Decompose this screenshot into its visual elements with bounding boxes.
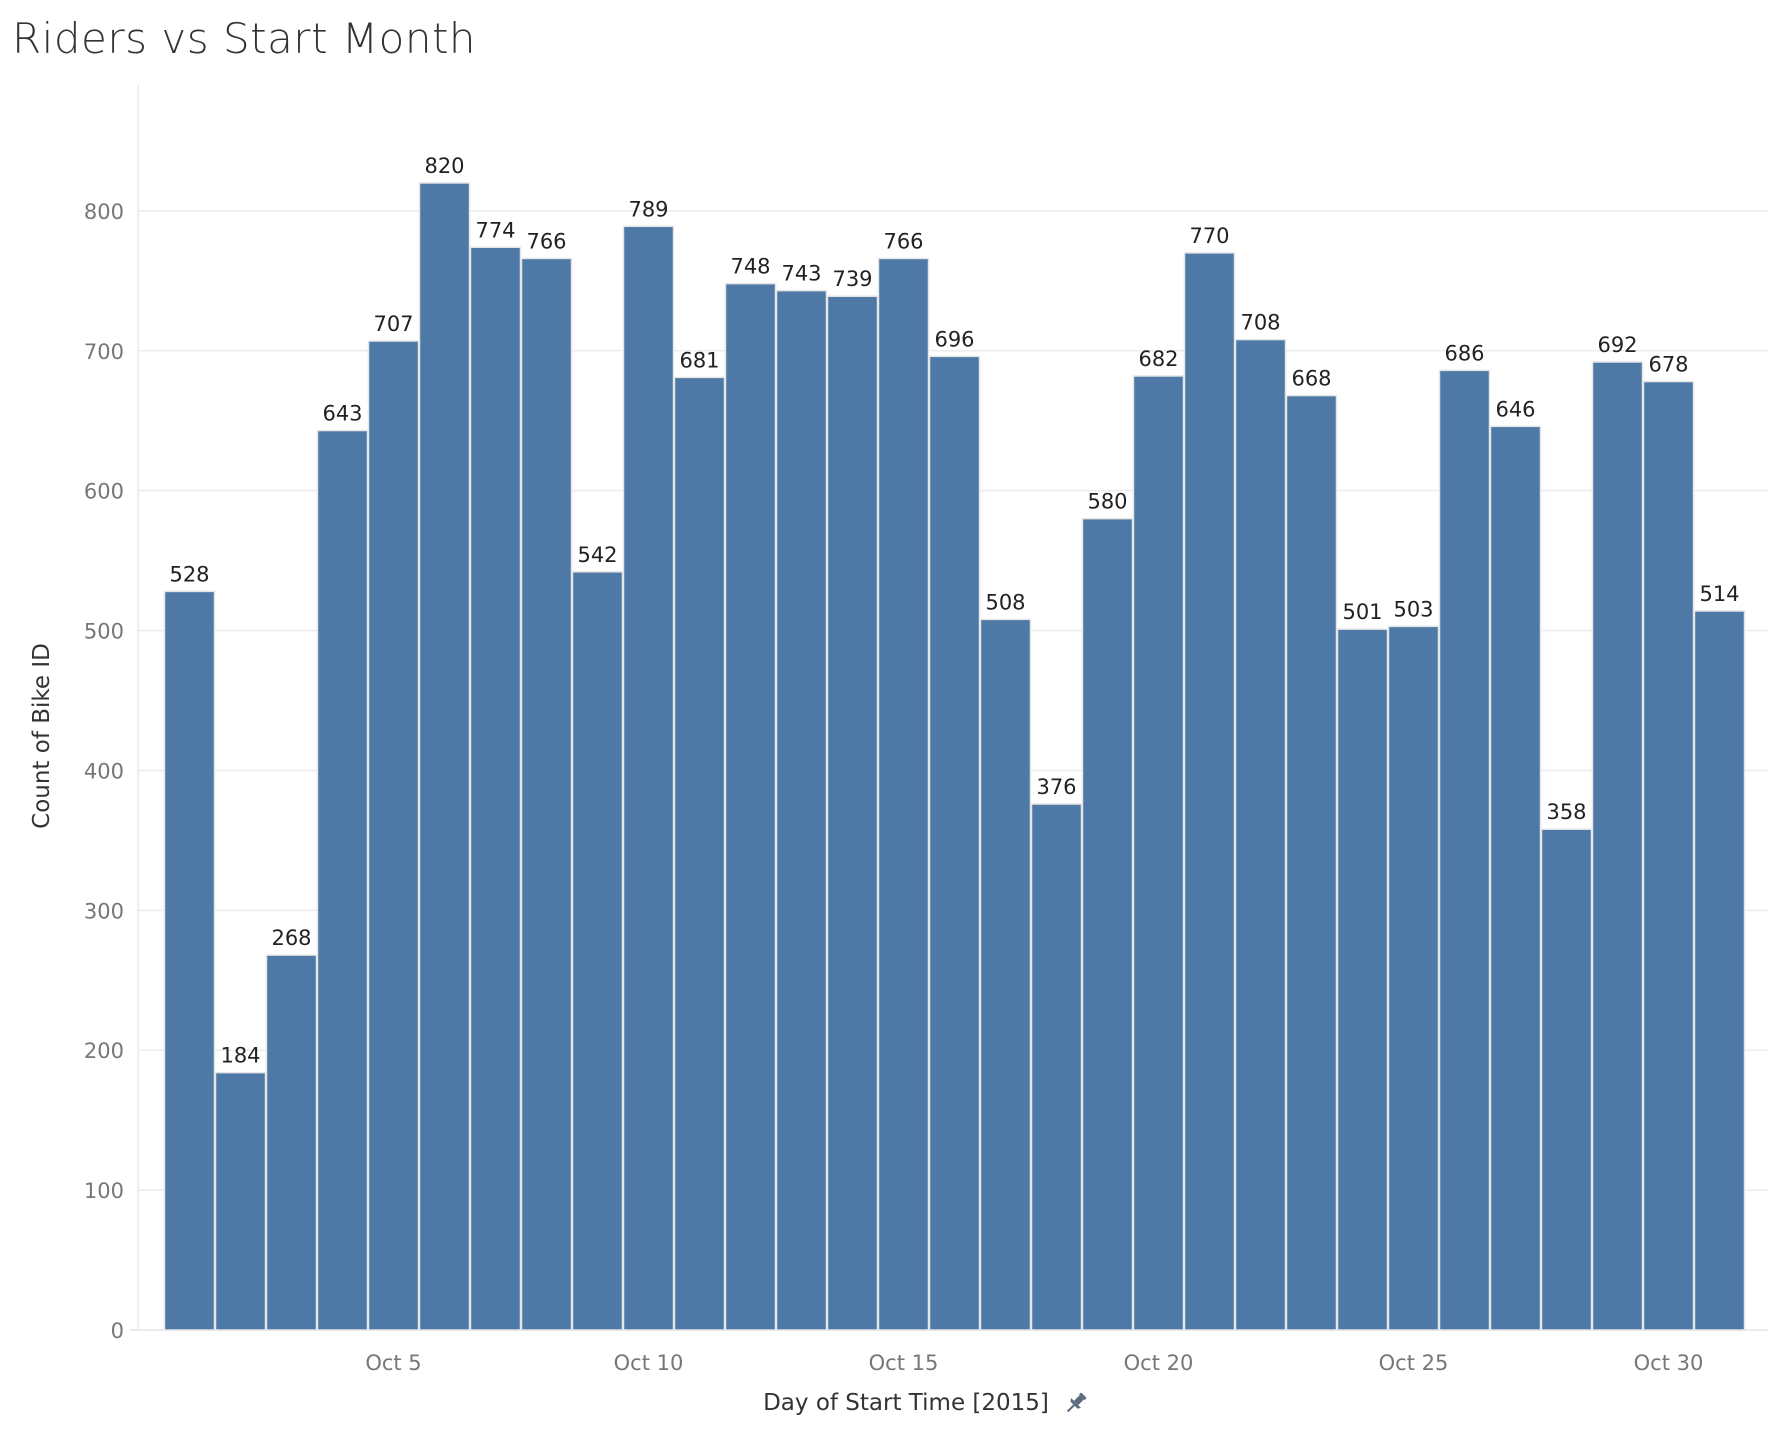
data-label: 184 xyxy=(220,1044,260,1068)
data-label: 668 xyxy=(1291,367,1331,391)
bar[interactable] xyxy=(163,590,216,1331)
data-label: 770 xyxy=(1189,224,1229,248)
data-label: 358 xyxy=(1546,800,1586,824)
data-label: 696 xyxy=(934,327,974,351)
data-label: 580 xyxy=(1087,490,1127,514)
bar[interactable] xyxy=(1183,252,1236,1331)
data-label: 643 xyxy=(322,402,362,426)
data-labels: 528 184 268 643 707 820 774 766 542 789 681 748 743 7… xyxy=(169,154,1739,1068)
y-tick-label: 200 xyxy=(84,1039,124,1063)
data-label: 774 xyxy=(475,218,515,242)
bar[interactable] xyxy=(1438,369,1491,1331)
y-tick-label: 600 xyxy=(84,480,124,504)
bar[interactable] xyxy=(1387,625,1440,1331)
bar[interactable] xyxy=(1489,425,1542,1331)
bar[interactable] xyxy=(928,355,981,1331)
bar[interactable] xyxy=(1285,394,1338,1331)
data-label: 376 xyxy=(1036,775,1076,799)
bar[interactable] xyxy=(877,257,930,1331)
data-label: 503 xyxy=(1393,597,1433,621)
x-tick-label: Oct 5 xyxy=(365,1351,421,1375)
bar[interactable] xyxy=(520,257,573,1331)
x-tick-labels: Oct 5 Oct 10 Oct 15 Oct 20 Oct 25 Oct 30 xyxy=(365,1351,1703,1375)
bar[interactable] xyxy=(1540,828,1593,1331)
bar[interactable] xyxy=(1030,803,1083,1331)
x-tick-label: Oct 25 xyxy=(1379,1351,1449,1375)
data-label: 508 xyxy=(985,590,1025,614)
bar[interactable] xyxy=(979,618,1032,1331)
data-label: 681 xyxy=(679,348,719,372)
data-label: 678 xyxy=(1648,353,1688,377)
data-label: 707 xyxy=(373,312,413,336)
bar[interactable] xyxy=(724,282,777,1331)
bar[interactable] xyxy=(775,289,828,1331)
y-tick-label: 700 xyxy=(84,340,124,364)
x-tick-label: Oct 15 xyxy=(869,1351,939,1375)
bar[interactable] xyxy=(1081,517,1134,1331)
bar[interactable] xyxy=(622,225,675,1331)
bar[interactable] xyxy=(826,295,879,1331)
x-axis-title-group: Day of Start Time [2015] xyxy=(763,1390,1089,1416)
data-label: 528 xyxy=(169,562,209,586)
bar[interactable] xyxy=(316,429,369,1331)
data-label: 686 xyxy=(1444,341,1484,365)
data-label: 542 xyxy=(577,543,617,567)
bar[interactable] xyxy=(265,954,318,1331)
data-label: 268 xyxy=(271,926,311,950)
x-axis-title: Day of Start Time [2015] xyxy=(763,1390,1049,1416)
x-tick-label: Oct 30 xyxy=(1634,1351,1704,1375)
data-label: 748 xyxy=(730,255,770,279)
y-tick-labels: 0 100 200 300 400 500 600 700 800 xyxy=(84,200,124,1343)
bar[interactable] xyxy=(1132,375,1185,1331)
bar[interactable] xyxy=(1693,610,1746,1331)
chart-title: Riders vs Start Month xyxy=(12,14,477,63)
bar[interactable] xyxy=(673,376,726,1331)
data-label: 766 xyxy=(526,229,566,253)
y-tick-label: 300 xyxy=(84,899,124,923)
x-tick-label: Oct 10 xyxy=(614,1351,684,1375)
y-tick-label: 800 xyxy=(84,200,124,224)
data-label: 820 xyxy=(424,154,464,178)
bar[interactable] xyxy=(418,182,471,1331)
y-tick-label: 500 xyxy=(84,620,124,644)
data-label: 708 xyxy=(1240,311,1280,335)
bars xyxy=(163,182,1746,1331)
bar[interactable] xyxy=(367,340,420,1331)
data-label: 501 xyxy=(1342,600,1382,624)
x-tick-label: Oct 20 xyxy=(1124,1351,1194,1375)
bar[interactable] xyxy=(1642,380,1695,1331)
bar[interactable] xyxy=(1591,361,1644,1331)
data-label: 646 xyxy=(1495,397,1535,421)
pin-icon[interactable] xyxy=(1063,1390,1089,1416)
data-label: 766 xyxy=(883,229,923,253)
bar[interactable] xyxy=(469,246,522,1331)
bar[interactable] xyxy=(571,571,624,1331)
bar[interactable] xyxy=(1336,628,1389,1331)
data-label: 789 xyxy=(628,197,668,221)
data-label: 692 xyxy=(1597,333,1637,357)
y-tick-label: 400 xyxy=(84,759,124,783)
data-label: 739 xyxy=(832,267,872,291)
y-tick-label: 100 xyxy=(84,1179,124,1203)
y-axis-title: Count of Bike ID xyxy=(29,643,55,829)
y-tick-label: 0 xyxy=(111,1319,124,1343)
data-label: 743 xyxy=(781,262,821,286)
data-label: 682 xyxy=(1138,347,1178,371)
bar[interactable] xyxy=(214,1071,267,1331)
data-label: 514 xyxy=(1699,582,1739,606)
bar[interactable] xyxy=(1234,338,1287,1331)
